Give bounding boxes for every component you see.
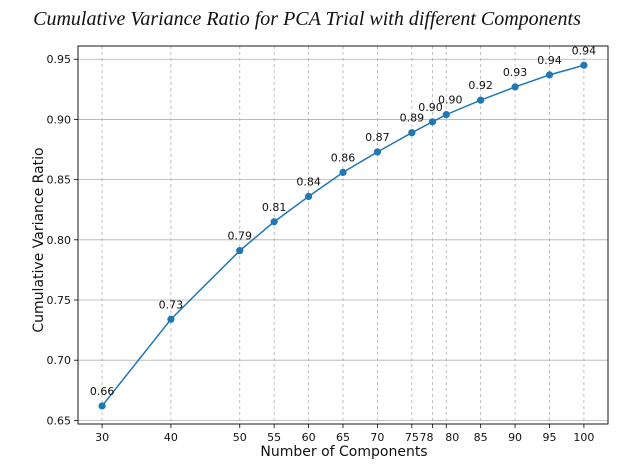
- data-label: 0.84: [296, 175, 321, 188]
- data-point: [477, 96, 485, 104]
- x-tick-label: 40: [164, 431, 178, 444]
- y-tick-label: 0.85: [47, 174, 72, 187]
- data-point: [304, 192, 313, 201]
- data-label: 0.79: [228, 230, 253, 243]
- x-tick-label: 60: [302, 431, 316, 444]
- data-label: 0.87: [365, 131, 390, 144]
- data-point: [442, 111, 450, 119]
- y-tick-label: 0.65: [47, 414, 72, 427]
- x-tick-label: 90: [508, 431, 522, 444]
- x-axis-label: Number of Components: [260, 444, 427, 460]
- data-point: [511, 83, 519, 91]
- data-point: [236, 247, 244, 255]
- data-point: [167, 315, 175, 323]
- x-tick-label: 55: [267, 431, 281, 444]
- x-tick-label: 85: [474, 431, 488, 444]
- plot-frame: [77, 45, 609, 425]
- data-label: 0.90: [438, 94, 463, 107]
- data-label: 0.86: [331, 151, 356, 164]
- x-tick-label: 50: [233, 431, 247, 444]
- data-label: 0.90: [418, 101, 443, 114]
- x-tick-label: 95: [542, 431, 556, 444]
- data-point: [580, 61, 588, 69]
- x-tick-label: 78: [419, 431, 433, 444]
- x-tick-label: 30: [95, 431, 109, 444]
- y-tick-label: 0.75: [47, 294, 72, 307]
- y-tick-label: 0.90: [47, 113, 72, 126]
- data-labels-layer: 0.660.730.790.810.840.860.870.890.900.90…: [90, 44, 596, 398]
- x-tick-label: 80: [445, 431, 459, 444]
- data-label: 0.92: [468, 79, 493, 92]
- axes-layer: 0.65 0.70 0.75 0.80 0.85 0.90 0.95 30 40 50 55 60 65…: [47, 45, 609, 444]
- data-point: [408, 129, 416, 137]
- x-tick-label: 75: [405, 431, 419, 444]
- y-axis-label: Cumulative Variance Ratio: [31, 147, 47, 332]
- y-tick-label: 0.80: [47, 234, 72, 247]
- data-label: 0.93: [503, 66, 528, 79]
- data-label: 0.94: [572, 44, 597, 57]
- data-point: [373, 148, 382, 156]
- chart-title: Cumulative Variance Ratio for PCA Trial …: [33, 8, 581, 30]
- x-tick-label: 70: [370, 431, 384, 444]
- x-tick-label: 100: [573, 431, 594, 444]
- data-point: [98, 402, 106, 410]
- data-label: 0.66: [90, 385, 115, 398]
- data-point: [428, 118, 437, 126]
- grid-layer: [78, 46, 608, 424]
- x-tick-label: 65: [336, 431, 350, 444]
- data-label: 0.89: [400, 112, 425, 125]
- y-tick-label: 0.70: [47, 354, 72, 367]
- y-tick-label: 0.95: [47, 53, 72, 66]
- data-label: 0.94: [537, 54, 562, 67]
- data-label: 0.73: [159, 298, 184, 311]
- data-point: [339, 168, 347, 177]
- data-point: [545, 71, 554, 79]
- series-layer: [98, 61, 588, 410]
- data-point: [270, 218, 278, 226]
- data-label: 0.81: [262, 201, 287, 214]
- series-line: [101, 64, 585, 407]
